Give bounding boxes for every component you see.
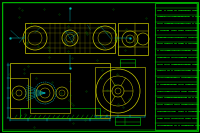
Bar — [10, 63, 110, 118]
Bar — [115, 117, 140, 125]
Bar — [95, 67, 145, 115]
Bar — [30, 73, 70, 113]
Bar — [10, 78, 28, 108]
Bar — [118, 23, 148, 55]
Bar — [25, 23, 115, 53]
Bar — [20, 108, 100, 118]
Bar — [120, 59, 135, 67]
